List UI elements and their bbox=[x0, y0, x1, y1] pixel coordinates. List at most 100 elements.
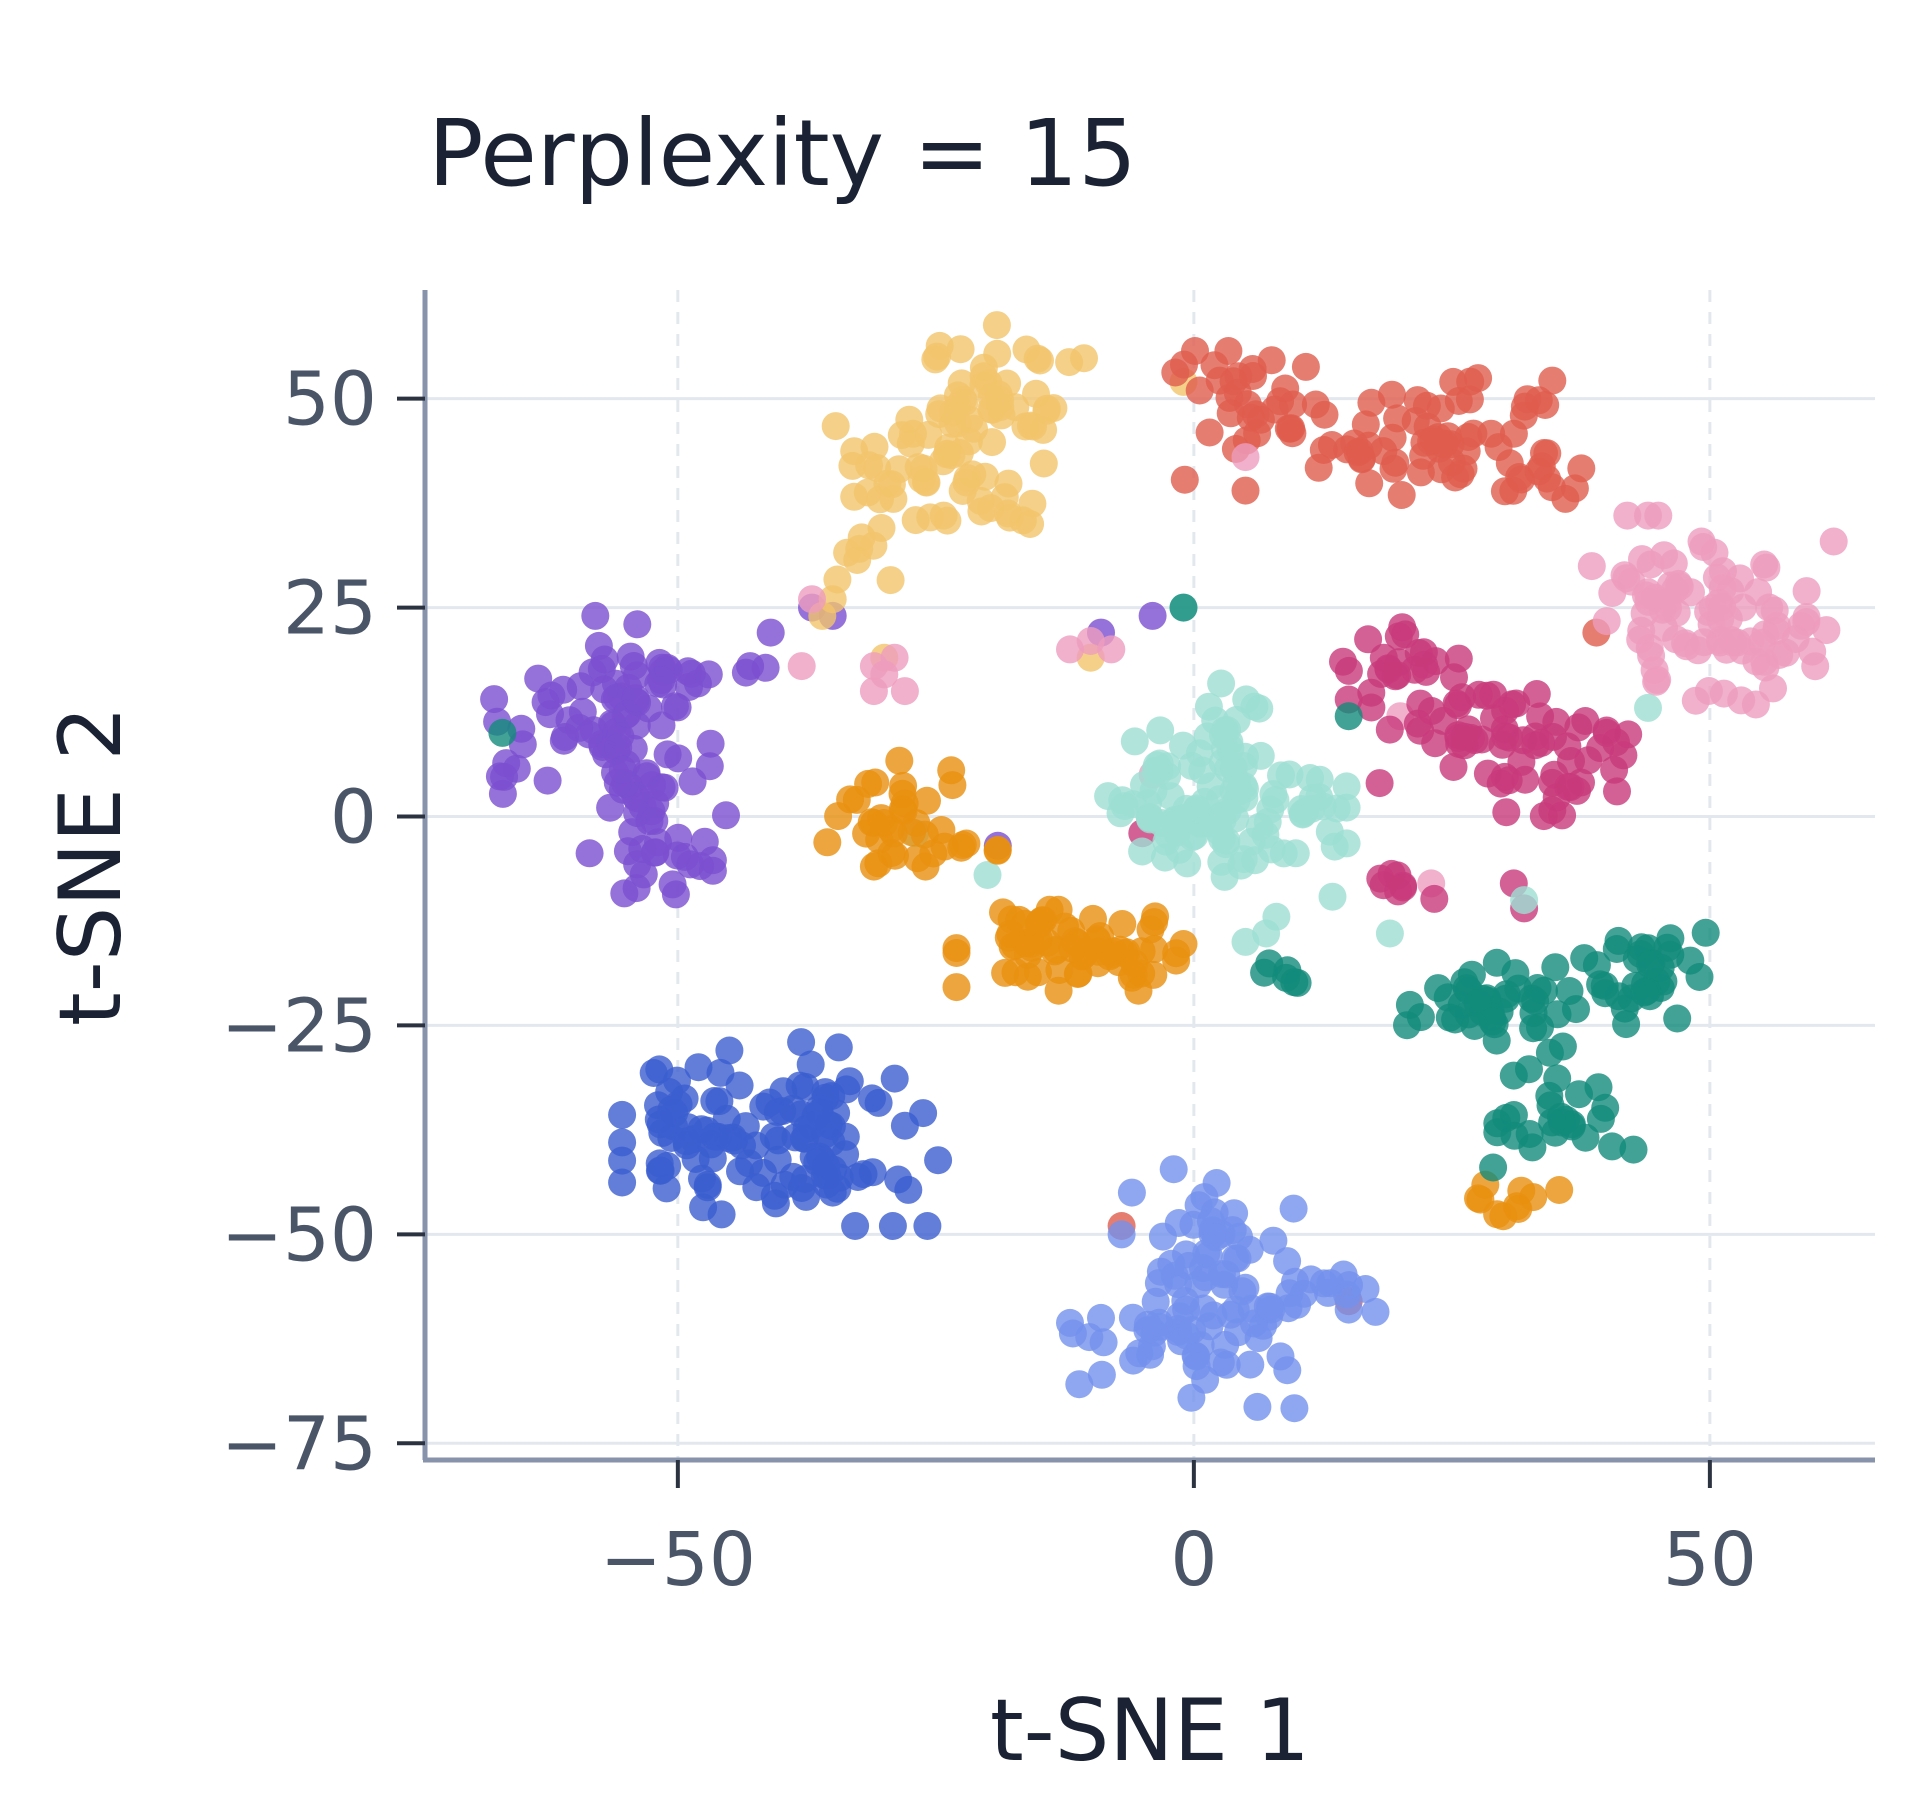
data-point bbox=[1355, 469, 1384, 498]
data-point bbox=[1231, 927, 1260, 956]
data-point bbox=[1765, 641, 1794, 669]
data-point bbox=[1029, 906, 1058, 935]
data-point bbox=[1685, 963, 1714, 991]
data-point bbox=[831, 1122, 860, 1151]
data-point bbox=[1709, 679, 1738, 708]
data-point bbox=[1592, 607, 1621, 636]
data-point bbox=[1521, 731, 1550, 760]
data-point bbox=[1614, 720, 1643, 749]
data-point bbox=[1653, 933, 1682, 962]
data-point bbox=[1141, 1287, 1170, 1316]
data-point bbox=[1571, 707, 1600, 735]
data-point bbox=[488, 718, 517, 747]
data-point bbox=[953, 464, 982, 493]
data-point bbox=[1449, 454, 1478, 483]
data-point bbox=[1156, 782, 1185, 811]
series-8 bbox=[608, 1028, 953, 1240]
data-point bbox=[1229, 845, 1258, 874]
data-point bbox=[843, 1163, 872, 1191]
data-point bbox=[1202, 1223, 1230, 1252]
data-point bbox=[1322, 794, 1351, 823]
data-point bbox=[863, 454, 892, 482]
data-point bbox=[880, 1064, 909, 1093]
data-point bbox=[1108, 910, 1137, 938]
data-point bbox=[1184, 1191, 1213, 1220]
data-point bbox=[769, 1077, 798, 1106]
data-point bbox=[1051, 912, 1079, 941]
data-point bbox=[887, 421, 916, 450]
data-point bbox=[1240, 692, 1269, 721]
data-point bbox=[955, 405, 984, 434]
data-point bbox=[1420, 884, 1449, 913]
data-point bbox=[1591, 979, 1620, 1008]
data-point bbox=[859, 677, 888, 706]
data-point bbox=[929, 501, 958, 530]
data-point bbox=[1444, 644, 1473, 673]
data-point bbox=[1231, 476, 1260, 505]
data-point bbox=[715, 1036, 744, 1065]
data-point bbox=[1548, 1032, 1577, 1061]
data-point bbox=[1448, 683, 1476, 712]
data-point bbox=[1750, 550, 1779, 579]
data-point bbox=[1055, 348, 1084, 377]
data-point bbox=[841, 1212, 870, 1240]
series-6 bbox=[813, 746, 1574, 1231]
data-point bbox=[1182, 1352, 1211, 1381]
data-point bbox=[1087, 1303, 1115, 1332]
x-tick-label: −50 bbox=[600, 1517, 756, 1603]
data-point bbox=[1798, 637, 1827, 666]
data-point bbox=[1291, 352, 1320, 381]
data-point bbox=[707, 1200, 736, 1229]
series-7 bbox=[488, 593, 1720, 1182]
data-point bbox=[608, 1100, 637, 1129]
data-point bbox=[859, 652, 888, 681]
data-point bbox=[623, 610, 652, 639]
data-point bbox=[1687, 527, 1716, 556]
data-point bbox=[1562, 995, 1590, 1024]
data-point bbox=[1281, 839, 1310, 868]
data-point bbox=[801, 1102, 830, 1131]
data-point bbox=[660, 692, 689, 721]
data-point bbox=[549, 675, 578, 704]
data-point bbox=[1507, 1176, 1536, 1205]
data-point bbox=[1361, 1297, 1390, 1326]
data-point bbox=[1212, 826, 1241, 855]
data-point bbox=[983, 835, 1012, 864]
data-point bbox=[694, 660, 723, 689]
data-point bbox=[1164, 1209, 1193, 1237]
data-point bbox=[1603, 777, 1631, 806]
series-0 bbox=[480, 593, 1167, 909]
data-point bbox=[698, 856, 727, 885]
data-point bbox=[575, 839, 604, 868]
data-point bbox=[876, 566, 905, 595]
y-tick-label: 25 bbox=[283, 566, 377, 652]
data-point bbox=[1058, 934, 1087, 963]
y-tick-label: 50 bbox=[283, 357, 377, 443]
data-point bbox=[1812, 616, 1841, 645]
data-point bbox=[684, 1053, 713, 1082]
x-axis-label: t-SNE 1 bbox=[990, 1681, 1310, 1781]
data-point bbox=[1542, 707, 1571, 736]
data-point bbox=[954, 427, 983, 456]
data-point bbox=[967, 497, 996, 526]
y-axis-label: t-SNE 2 bbox=[41, 706, 141, 1026]
data-point bbox=[1200, 351, 1229, 380]
data-point bbox=[698, 1144, 727, 1173]
data-point bbox=[1435, 1003, 1464, 1032]
data-point bbox=[1387, 481, 1416, 509]
data-point bbox=[1613, 501, 1642, 530]
data-point bbox=[1492, 1103, 1521, 1132]
data-point bbox=[1016, 510, 1045, 538]
data-point bbox=[640, 807, 669, 835]
data-point bbox=[488, 779, 517, 808]
data-point bbox=[927, 816, 956, 844]
data-point bbox=[1570, 944, 1599, 973]
data-point bbox=[1726, 564, 1754, 593]
data-point bbox=[1439, 753, 1468, 781]
data-point bbox=[1334, 1295, 1363, 1324]
data-point bbox=[1314, 1278, 1342, 1307]
data-point bbox=[1510, 886, 1539, 915]
data-point bbox=[1541, 953, 1570, 982]
series-1 bbox=[808, 311, 1198, 672]
data-point bbox=[1489, 1202, 1518, 1231]
